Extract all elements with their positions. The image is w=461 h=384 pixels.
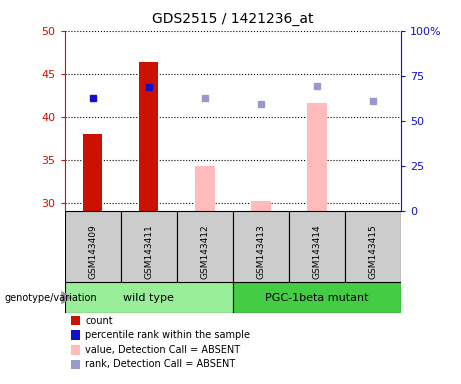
Text: GSM143415: GSM143415: [368, 224, 378, 279]
Bar: [233, 282, 401, 313]
Text: GSM143409: GSM143409: [88, 224, 97, 279]
Text: genotype/variation: genotype/variation: [5, 293, 97, 303]
Text: GSM143411: GSM143411: [144, 224, 153, 279]
Bar: [251, 201, 271, 211]
Bar: [65, 282, 233, 313]
Bar: [83, 134, 102, 211]
Bar: [307, 103, 327, 211]
Title: GDS2515 / 1421236_at: GDS2515 / 1421236_at: [152, 12, 313, 25]
Bar: [195, 166, 214, 211]
Text: GSM143412: GSM143412: [200, 224, 209, 279]
Text: GSM143414: GSM143414: [313, 224, 321, 279]
Bar: [289, 211, 345, 282]
Bar: [65, 211, 121, 282]
Text: percentile rank within the sample: percentile rank within the sample: [85, 330, 250, 340]
Bar: [345, 211, 401, 282]
Bar: [139, 62, 159, 211]
Bar: [121, 211, 177, 282]
Text: PGC-1beta mutant: PGC-1beta mutant: [265, 293, 369, 303]
Text: rank, Detection Call = ABSENT: rank, Detection Call = ABSENT: [85, 359, 236, 369]
Bar: [233, 211, 289, 282]
Text: value, Detection Call = ABSENT: value, Detection Call = ABSENT: [85, 345, 240, 355]
Bar: [177, 211, 233, 282]
Text: wild type: wild type: [123, 293, 174, 303]
Text: GSM143413: GSM143413: [256, 224, 266, 279]
Text: count: count: [85, 316, 113, 326]
